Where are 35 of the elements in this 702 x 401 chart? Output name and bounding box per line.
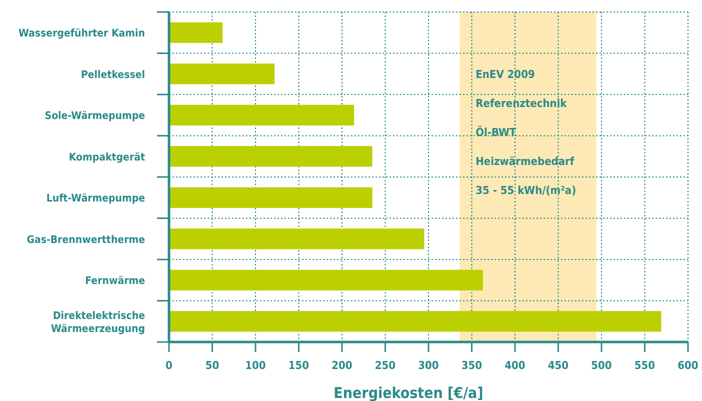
y-tick-label: Kompaktgerät xyxy=(68,151,146,164)
annotation: Referenztechnik xyxy=(476,96,568,110)
x-tick-label: 50 xyxy=(205,359,220,372)
x-tick-label: 250 xyxy=(374,359,396,372)
bar xyxy=(169,187,372,208)
y-tick-label: Pelletkessel xyxy=(80,68,145,81)
x-tick-label: 350 xyxy=(461,359,482,372)
x-axis-title: Energiekosten [€/a] xyxy=(334,384,484,401)
y-tick-label: Wassergeführter Kamin xyxy=(18,28,145,40)
x-tick-label: 300 xyxy=(418,359,439,372)
x-tick-label: 200 xyxy=(332,359,352,372)
bar xyxy=(169,228,424,250)
bar xyxy=(169,146,372,167)
y-tick-label: Fernwärme xyxy=(85,275,145,288)
bar xyxy=(169,270,483,290)
x-tick-label: 550 xyxy=(634,359,656,372)
annotation: 35 - 55 kWh/(m²a) xyxy=(476,184,576,197)
annotation: Öl-BWT xyxy=(476,124,516,139)
y-tick-label: Luft-Wärmepumpe xyxy=(46,192,145,205)
annotation: EnEV 2009 xyxy=(476,68,535,81)
x-tick-label: 600 xyxy=(678,359,698,372)
x-tick-label: 100 xyxy=(245,359,266,372)
y-tick-label: Direktelektrische Wärmeerzeugung xyxy=(50,310,145,335)
x-tick-label: 400 xyxy=(504,359,526,372)
bar xyxy=(169,22,223,43)
bar xyxy=(169,311,662,332)
x-tick-label: 0 xyxy=(166,359,173,372)
annotation: Heizwärmebedarf xyxy=(476,154,575,168)
y-tick-label: Gas-Brennwerttherme xyxy=(26,234,145,246)
bar xyxy=(169,64,275,84)
x-tick-label: 150 xyxy=(288,359,310,372)
x-tick-label: 450 xyxy=(548,359,569,372)
bar xyxy=(169,104,354,126)
x-tick-label: 500 xyxy=(591,359,612,372)
y-tick-label: Sole-Wärmepumpe xyxy=(44,110,145,122)
